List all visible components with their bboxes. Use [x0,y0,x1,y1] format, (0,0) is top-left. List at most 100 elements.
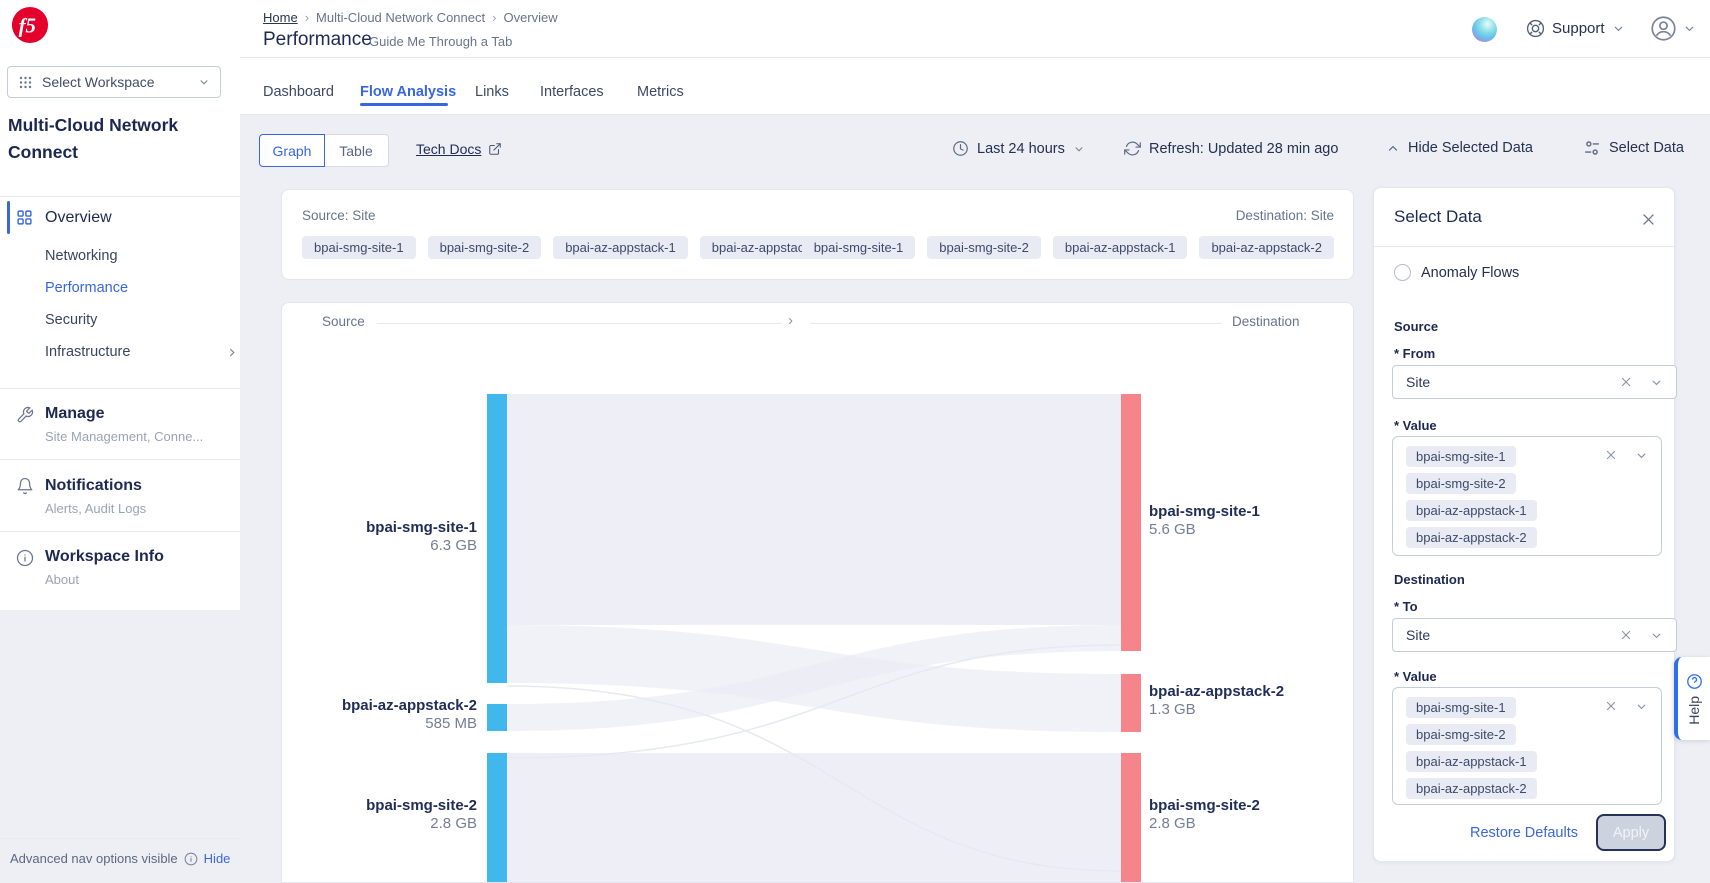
destination-chip[interactable]: bpai-az-appstack-1 [1052,236,1188,259]
sankey-source-node-label: bpai-az-appstack-2 585 MB [342,697,477,733]
value-chip[interactable]: bpai-smg-site-1 [1406,697,1516,718]
value-chip[interactable]: bpai-smg-site-2 [1406,724,1516,745]
chevron-down-icon[interactable] [1635,449,1648,462]
sidebar-item-manage[interactable]: Manage [45,405,105,422]
support-menu[interactable]: Support [1526,19,1625,38]
life-ring-icon [1526,19,1545,38]
node-name: bpai-smg-site-1 [1149,503,1260,520]
node-name: bpai-az-appstack-2 [341,697,477,714]
question-circle-icon [1686,673,1702,689]
info-icon[interactable] [184,852,198,866]
sidebar-item-networking[interactable]: Networking [45,248,118,264]
value-chip[interactable]: bpai-az-appstack-2 [1406,527,1537,548]
tab-interfaces[interactable]: Interfaces [540,84,604,100]
sidebar-item-notifications[interactable]: Notifications [45,477,142,494]
sidebar-item-security[interactable]: Security [45,312,98,328]
tab-flow-analysis[interactable]: Flow Analysis [360,84,457,100]
info-icon [16,549,34,567]
sidebar [0,0,240,610]
clear-icon[interactable] [1620,376,1632,388]
source-chip[interactable]: bpai-smg-site-2 [427,236,542,259]
flow-sankey-card: Source › Destination bpai-smg-site-1 6.3… [281,302,1354,883]
sidebar-item-infrastructure[interactable]: Infrastructure [45,344,131,360]
guide-me-link[interactable]: Guide Me Through a Tab [369,34,513,49]
sidebar-divider [0,196,240,197]
sidebar-item-performance[interactable]: Performance [45,280,129,296]
f5-logo[interactable]: f5 [11,6,49,49]
tab-dashboard[interactable]: Dashboard [263,84,334,100]
node-name: bpai-smg-site-2 [1149,797,1260,814]
source-chip[interactable]: bpai-az-appstack-1 [553,236,688,259]
breadcrumb-home[interactable]: Home [263,9,298,25]
sankey-header-line [810,323,1222,324]
value-chip[interactable]: bpai-az-appstack-2 [1406,778,1537,799]
sidebar-item-overview[interactable]: Overview [45,209,112,226]
sankey-diagram[interactable] [282,303,1354,883]
sidebar-footer-divider [0,838,240,839]
panel-divider [1374,246,1674,247]
anomaly-flows-label: Anomaly Flows [1421,265,1520,281]
node-value: 2.8 GB [1149,815,1196,832]
active-nav-indicator [7,201,10,234]
tab-metrics[interactable]: Metrics [637,84,684,100]
destination-chip[interactable]: bpai-smg-site-2 [927,236,1041,259]
external-link-icon [489,143,502,155]
top-header-bar [240,0,1710,58]
user-avatar-icon [1651,16,1676,41]
time-range-dropdown[interactable]: Last 24 hours [952,140,1085,157]
table-view-button[interactable]: Table [323,134,389,167]
hide-selected-data-button[interactable]: Hide Selected Data [1386,140,1533,156]
sankey-destination-column-label: Destination [1232,314,1300,329]
destination-chip[interactable]: bpai-smg-site-1 [801,236,916,259]
clear-icon[interactable] [1605,449,1617,461]
sankey-destination-node-label: bpai-smg-site-2 2.8 GB [1149,797,1260,833]
refresh-button[interactable]: Refresh: Updated 28 min ago [1124,140,1338,157]
workspace-selector[interactable]: Select Workspace [7,66,221,98]
destination-value-multiselect[interactable]: bpai-smg-site-1 bpai-smg-site-2 bpai-az-… [1392,687,1662,805]
ai-assistant-sphere-icon[interactable] [1472,17,1497,42]
select-data-button[interactable]: Select Data [1583,139,1684,157]
tab-bar-strip [240,58,1710,115]
source-chip[interactable]: bpai-az-appstack-2 [699,236,835,259]
tech-docs-label: Tech Docs [416,141,482,157]
source-site-label: Source: Site [302,208,376,223]
clear-icon[interactable] [1605,700,1617,712]
breadcrumb: Home › Multi-Cloud Network Connect › Ove… [263,8,558,26]
node-name: bpai-smg-site-1 [366,519,477,536]
tech-docs-link[interactable]: Tech Docs [416,141,502,157]
restore-defaults-link[interactable]: Restore Defaults [1470,824,1578,841]
sidebar-item-workspace-info[interactable]: Workspace Info [45,548,164,565]
apply-button[interactable]: Apply [1596,814,1666,851]
manage-subtitle: Site Management, Conne... [45,429,204,444]
breadcrumb-mcnc[interactable]: Multi-Cloud Network Connect [316,9,486,25]
chevron-down-icon[interactable] [1650,376,1663,389]
source-section-label: Source [1394,319,1439,334]
sankey-header-line [377,323,782,324]
close-icon[interactable] [1641,212,1656,227]
chevron-down-icon[interactable] [1635,700,1648,713]
source-value-multiselect[interactable]: bpai-smg-site-1 bpai-smg-site-2 bpai-az-… [1392,436,1662,556]
advanced-nav-label: Advanced nav options visible [10,851,178,866]
destination-chip[interactable]: bpai-az-appstack-2 [1199,236,1334,259]
anomaly-flows-radio[interactable] [1394,264,1411,281]
value-chip[interactable]: bpai-az-appstack-1 [1406,500,1537,521]
sankey-header-chevron-icon: › [788,312,793,329]
source-chip[interactable]: bpai-smg-site-1 [302,236,416,259]
destination-section-label: Destination [1394,572,1465,587]
sankey-destination-node-label: bpai-smg-site-1 5.6 GB [1149,503,1260,539]
clear-icon[interactable] [1620,629,1632,641]
node-value: 6.3 GB [430,537,477,554]
account-menu[interactable] [1650,15,1696,42]
notifications-subtitle: Alerts, Audit Logs [45,501,147,516]
value-chip[interactable]: bpai-smg-site-1 [1406,446,1516,467]
overview-grid-icon [17,210,32,225]
value-chip[interactable]: bpai-az-appstack-1 [1406,751,1537,772]
from-select[interactable]: Site [1392,365,1677,399]
help-tab[interactable]: Help [1674,657,1710,740]
chevron-down-icon[interactable] [1650,629,1663,642]
to-select[interactable]: Site [1392,618,1677,652]
tab-links[interactable]: Links [475,84,509,100]
value-chip[interactable]: bpai-smg-site-2 [1406,473,1516,494]
graph-view-button[interactable]: Graph [259,134,325,167]
hide-nav-link[interactable]: Hide [203,851,231,866]
